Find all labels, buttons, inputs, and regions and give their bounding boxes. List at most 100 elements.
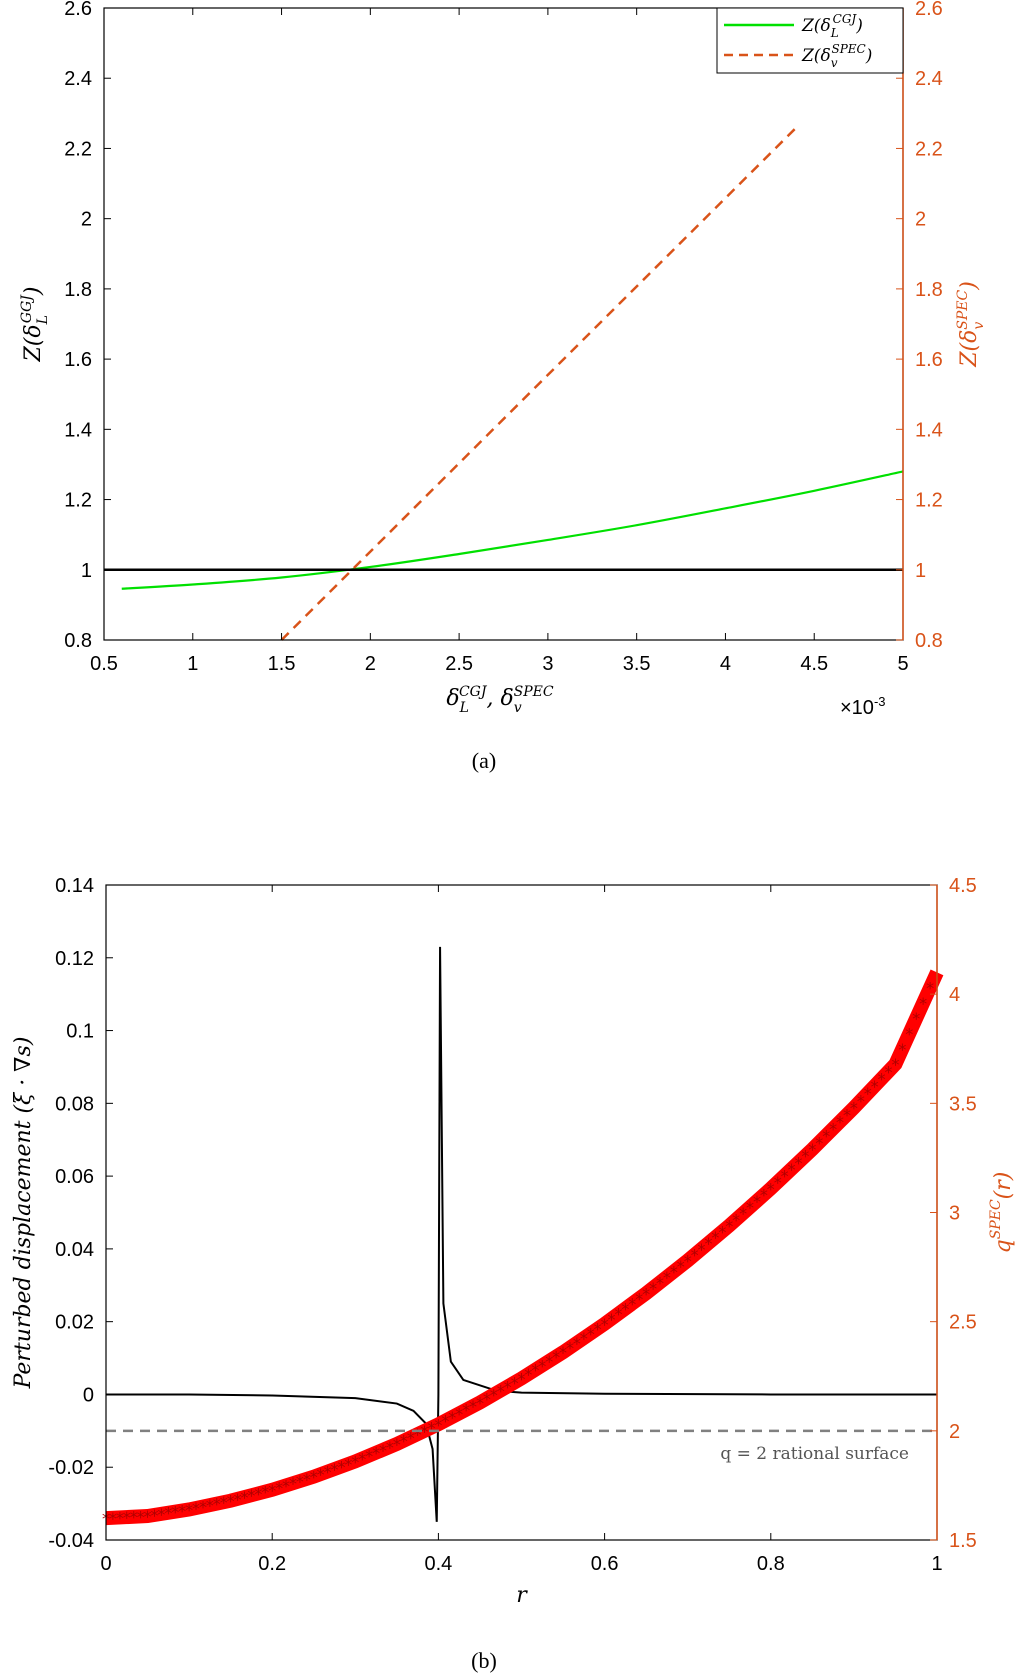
series-marker: * (843, 1106, 851, 1125)
series-line-1 (105, 969, 944, 1526)
y-tick-label: 0 (83, 1384, 94, 1406)
y2-tick-label: 2.2 (915, 138, 943, 160)
series-marker: * (421, 1422, 429, 1441)
y-tick-label: 0.04 (55, 1239, 94, 1261)
series-marker: * (850, 1099, 858, 1118)
series-marker: * (261, 1483, 269, 1502)
series-marker: * (649, 1279, 657, 1298)
y-tick-label: 1.8 (64, 279, 92, 301)
series-marker: * (718, 1222, 726, 1241)
y-tick-label: 0.14 (55, 875, 94, 897)
series-marker: * (337, 1457, 345, 1476)
series-marker: * (109, 1509, 117, 1528)
series-marker: * (164, 1504, 172, 1523)
y2-tick-label: 1.5 (949, 1530, 977, 1552)
series-marker: * (157, 1505, 165, 1524)
series-marker: * (732, 1210, 740, 1229)
panel-b-right-y-axis-label: qSPEC(r) (988, 1172, 1016, 1254)
series-marker: * (711, 1228, 719, 1247)
y2-tick-label: 2.6 (915, 0, 943, 20)
series-marker: * (864, 1084, 872, 1103)
x-tick-label: 4.5 (800, 653, 828, 675)
series-marker: * (511, 1373, 519, 1392)
series-marker: * (781, 1166, 789, 1185)
series-marker: * (871, 1077, 879, 1096)
series-marker: * (241, 1488, 249, 1507)
series-marker: * (704, 1234, 712, 1253)
y-tick-label: 2.4 (64, 68, 92, 90)
series-marker: * (767, 1179, 775, 1198)
y2-tick-label: 4.5 (949, 875, 977, 897)
series-marker: * (788, 1160, 796, 1179)
series-marker: * (247, 1486, 255, 1505)
series-marker: * (365, 1447, 373, 1466)
series-marker: * (836, 1113, 844, 1132)
y-tick-label: -0.02 (48, 1457, 94, 1479)
series-marker: * (171, 1503, 179, 1522)
series-marker: * (116, 1508, 124, 1527)
series-marker: * (331, 1460, 339, 1479)
series-marker: * (774, 1173, 782, 1192)
series-marker: * (815, 1133, 823, 1152)
y-tick-label: 2.6 (64, 0, 92, 20)
x-tick-label: 2 (365, 653, 376, 675)
series-marker: * (275, 1479, 283, 1498)
series-marker: * (538, 1356, 546, 1375)
series-marker: * (137, 1507, 145, 1526)
series-marker: * (621, 1300, 629, 1319)
legend-entry-cgj: Z(δLCGJ) (801, 12, 863, 40)
y-tick-label: 0.1 (66, 1021, 94, 1043)
series-marker: * (289, 1474, 297, 1493)
series-marker: * (760, 1186, 768, 1205)
series-marker: * (448, 1408, 456, 1427)
y-tick-label: -0.04 (48, 1530, 94, 1552)
series-marker: * (407, 1428, 415, 1447)
series-marker: * (552, 1348, 560, 1367)
series-marker: * (344, 1455, 352, 1474)
panel-a-right-y-axis-label: Z(δvSPEC) (955, 281, 987, 368)
x-tick-label: 0.4 (424, 1553, 452, 1575)
series-marker: * (386, 1438, 394, 1457)
x-tick-label: 1 (931, 1553, 942, 1575)
series-marker: * (469, 1397, 477, 1416)
series-marker: * (614, 1305, 622, 1324)
y2-tick-label: 0.8 (915, 630, 943, 652)
series-marker: * (296, 1472, 304, 1491)
panel-a-legend: Z(δLCGJ) Z(δvSPEC) (716, 7, 904, 74)
series-marker: * (656, 1273, 664, 1292)
series-marker: * (504, 1377, 512, 1396)
series-line-1 (280, 126, 798, 641)
series-line-0 (121, 470, 904, 590)
y2-tick-label: 2 (949, 1421, 960, 1443)
y2-tick-label: 2.4 (915, 68, 943, 90)
series-marker: * (905, 1024, 913, 1043)
series-marker: * (150, 1506, 158, 1525)
series-marker: * (822, 1126, 830, 1145)
series-marker: * (635, 1289, 643, 1308)
x-tick-label: 0.5 (90, 653, 118, 675)
panel-a-plot-frame (103, 7, 904, 641)
series-marker: * (670, 1262, 678, 1281)
series-marker: * (254, 1484, 262, 1503)
y2-tick-label: 1.2 (915, 490, 943, 512)
series-marker: * (434, 1415, 442, 1434)
series-marker: * (642, 1284, 650, 1303)
series-marker: * (698, 1240, 706, 1259)
y-tick-label: 0.8 (64, 630, 92, 652)
y-tick-label: 1 (81, 560, 92, 582)
series-marker: * (130, 1508, 138, 1527)
series-marker: * (912, 1009, 920, 1028)
x-tick-label: 1 (187, 653, 198, 675)
series-marker: * (351, 1452, 359, 1471)
series-marker: * (573, 1334, 581, 1353)
series-marker: * (324, 1463, 332, 1482)
y-tick-label: 0.06 (55, 1166, 94, 1188)
series-marker: * (885, 1062, 893, 1081)
series-marker: * (358, 1449, 366, 1468)
series-marker: * (483, 1389, 491, 1408)
series-marker: * (801, 1147, 809, 1166)
series-marker: * (303, 1470, 311, 1489)
series-marker: * (739, 1204, 747, 1223)
series-marker: * (455, 1404, 463, 1423)
series-marker: * (898, 1040, 906, 1059)
